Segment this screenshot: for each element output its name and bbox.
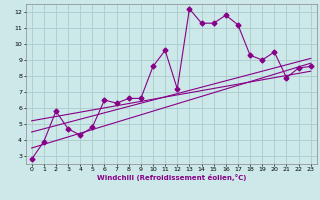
X-axis label: Windchill (Refroidissement éolien,°C): Windchill (Refroidissement éolien,°C): [97, 174, 246, 181]
